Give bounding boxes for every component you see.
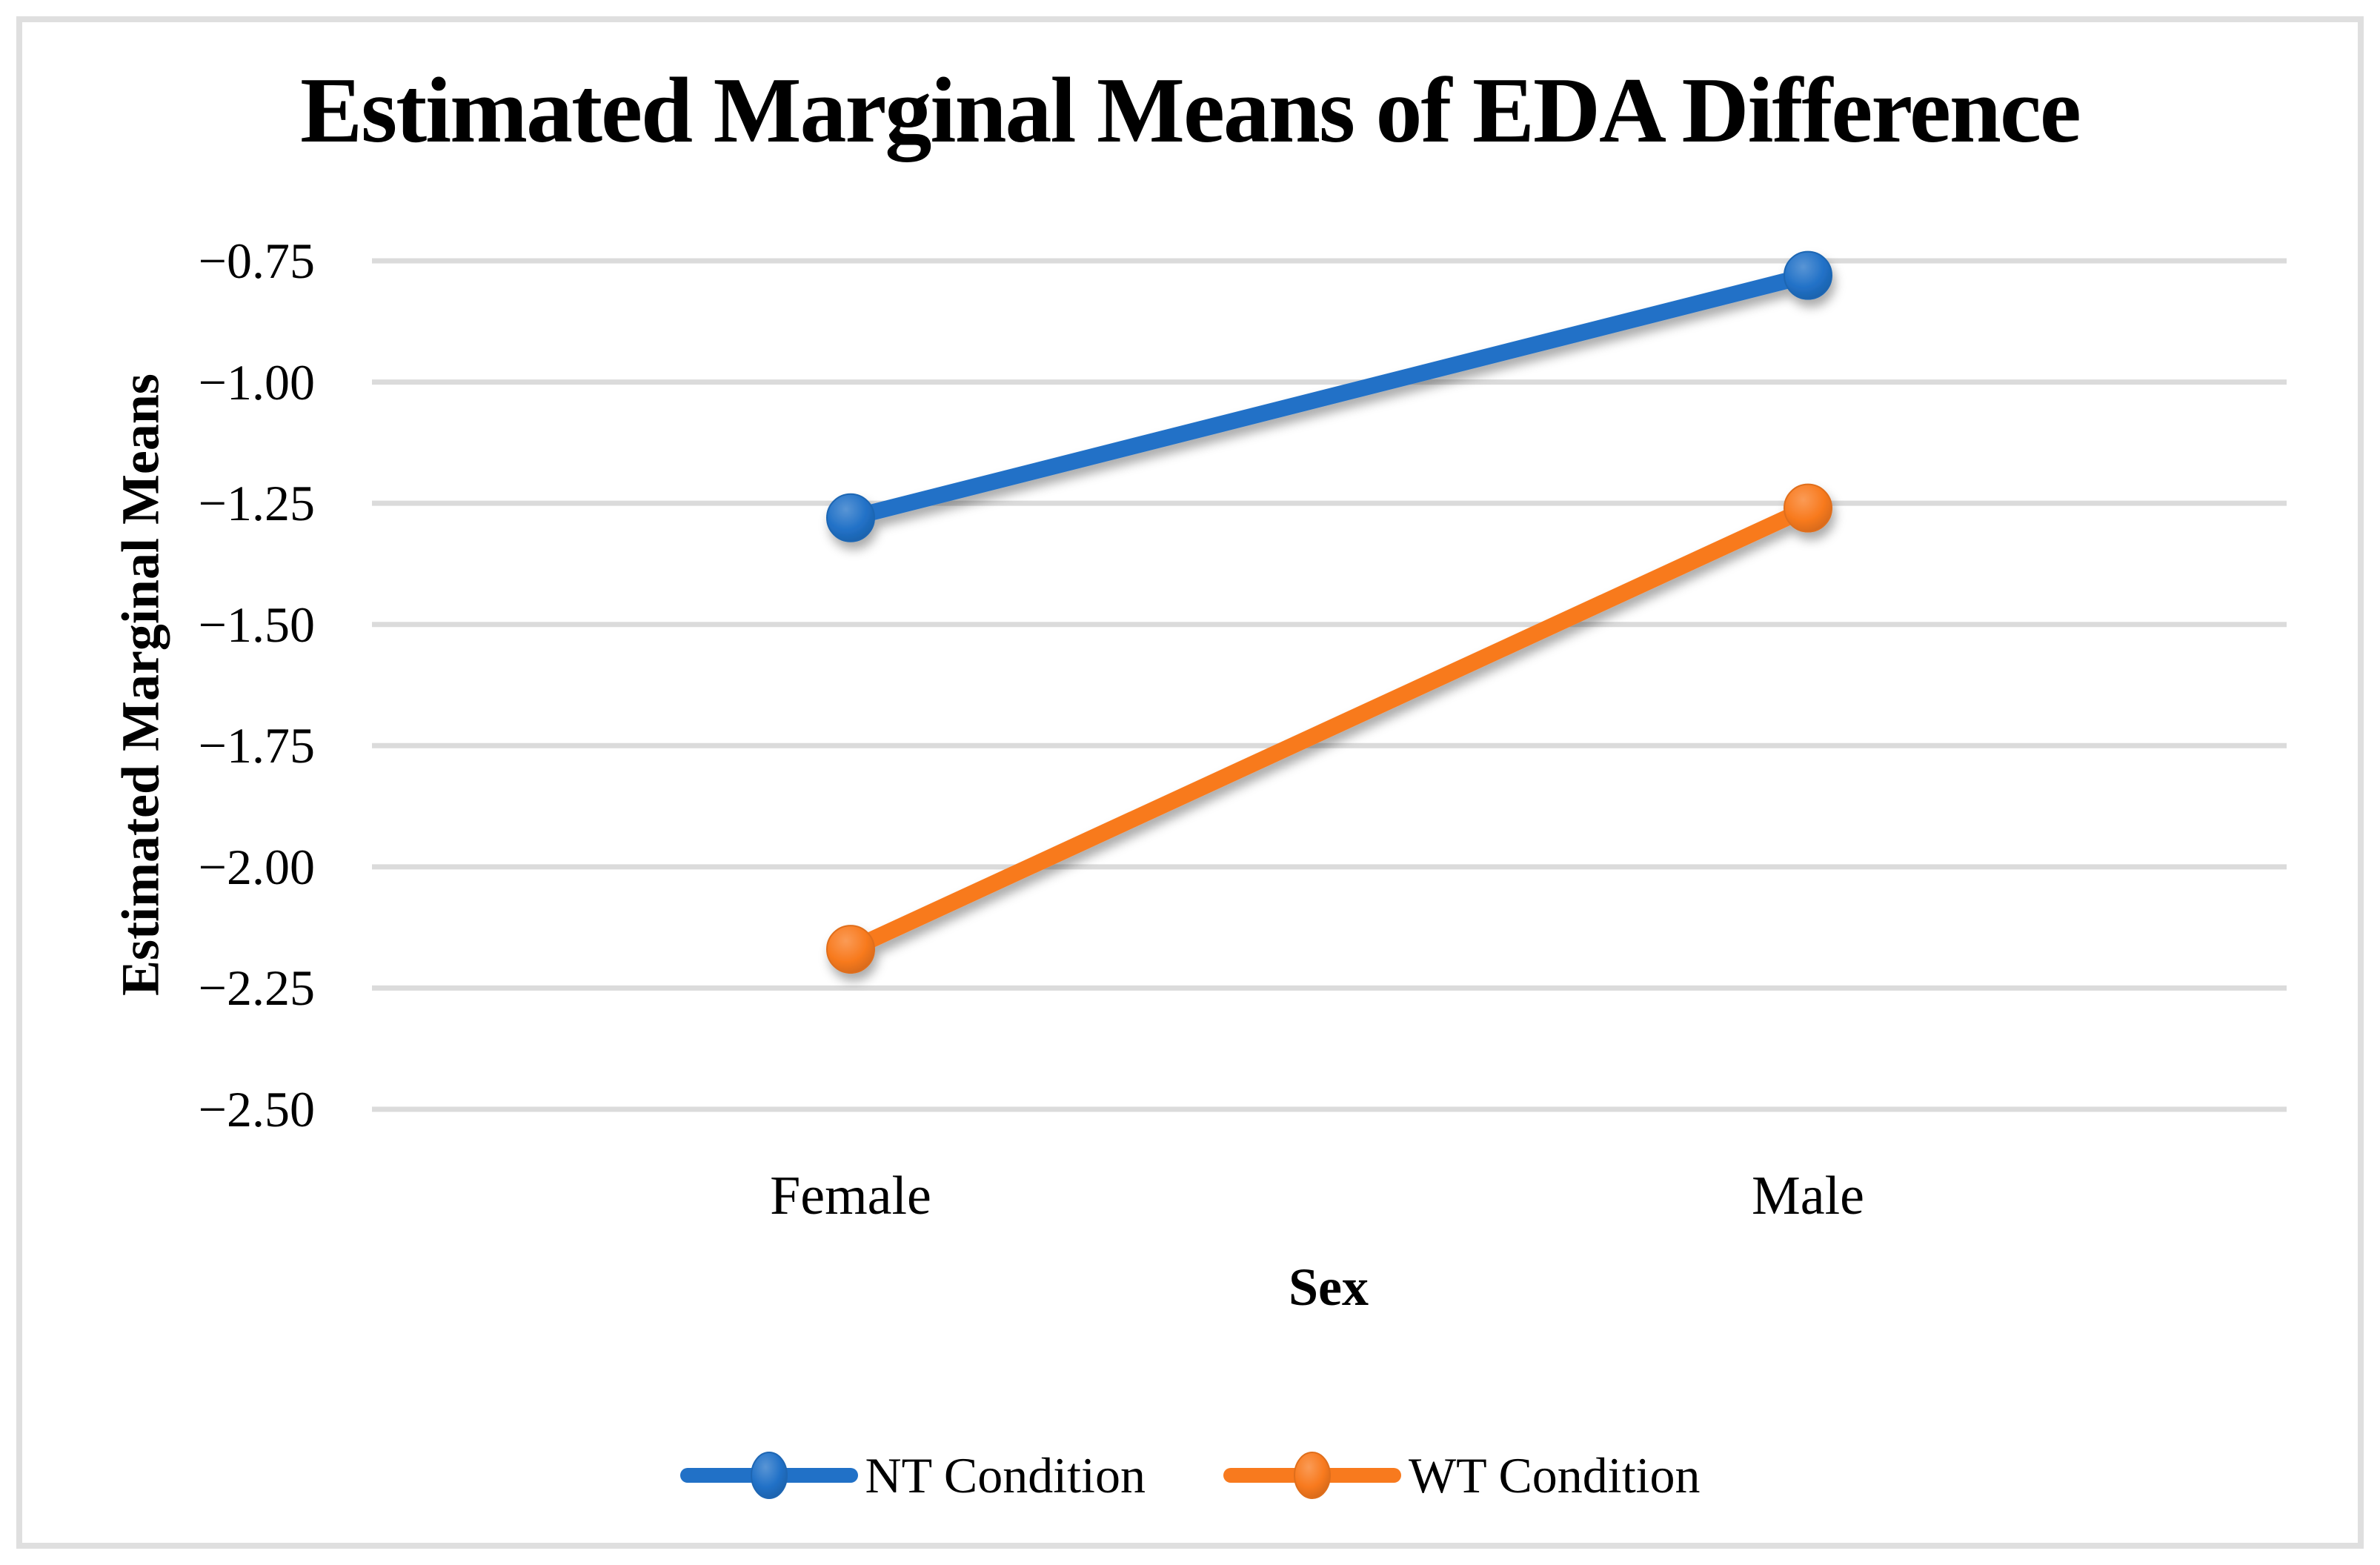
series-line [842, 499, 1816, 958]
x-axis-title: Sex [1289, 1257, 1369, 1317]
series-line [842, 267, 1816, 526]
legend-item: NT Condition [679, 1446, 1146, 1505]
y-tick-label: −1.00 [198, 353, 315, 411]
figure-frame [16, 16, 2364, 1549]
y-tick-label: −2.00 [198, 838, 315, 895]
y-tick-label: −1.25 [198, 475, 315, 532]
legend-series-marker-icon [1223, 1452, 1401, 1499]
chart-title: Estimated Marginal Means of EDA Differen… [300, 59, 2081, 162]
data-point-marker [826, 493, 875, 542]
x-tick-label: Female [770, 1166, 931, 1226]
y-tick-label: −2.50 [198, 1081, 315, 1137]
legend: NT Condition WT Condition [0, 1435, 2380, 1516]
x-tick-label: Male [1751, 1166, 1865, 1226]
legend-item: WT Condition [1223, 1446, 1701, 1505]
legend-label: WT Condition [1408, 1446, 1701, 1503]
y-tick-label: −0.75 [198, 233, 315, 289]
data-point-marker [826, 925, 875, 974]
legend-label: NT Condition [865, 1446, 1146, 1503]
series-wt-condition [826, 483, 1832, 974]
y-tick-label: −1.50 [198, 596, 315, 653]
legend-series-marker-icon [679, 1452, 858, 1499]
data-point-marker [1784, 250, 1832, 300]
data-point-marker [1784, 483, 1832, 533]
y-tick-label: −1.75 [198, 717, 315, 774]
series-nt-condition [826, 250, 1832, 542]
y-tick-label: −2.25 [198, 960, 315, 1017]
